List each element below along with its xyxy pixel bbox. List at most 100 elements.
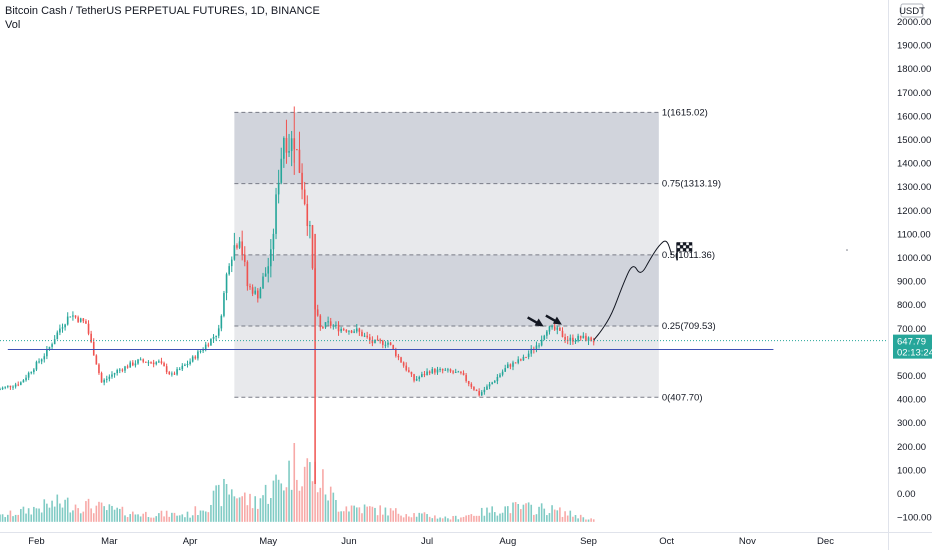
y-tick-label: 0.00 <box>897 489 916 500</box>
flag-square <box>685 242 690 246</box>
volume-bar <box>517 504 520 522</box>
volume-bar <box>439 517 441 522</box>
volume-bar <box>236 498 238 522</box>
x-tick-label: Aug <box>499 536 516 547</box>
volume-bar <box>1 514 4 522</box>
candle-body <box>145 361 147 363</box>
volume-bar <box>85 501 87 522</box>
volume-bar <box>145 511 147 522</box>
candle-body <box>12 386 14 388</box>
fib-zone <box>234 254 659 327</box>
volume-bar <box>199 510 202 522</box>
candle-body <box>363 335 366 337</box>
volume-bar <box>491 506 493 522</box>
price-badge-countdown: 02:13:24 <box>897 348 932 359</box>
volume-bar <box>147 517 150 522</box>
candle-body <box>178 369 181 371</box>
candle-body <box>150 362 152 364</box>
candle-body <box>105 378 108 380</box>
volume-bar <box>441 518 444 522</box>
volume-bar <box>241 496 243 522</box>
volume-bar <box>553 509 556 522</box>
y-tick-label: 1000.00 <box>897 253 931 264</box>
candle-body <box>264 273 267 277</box>
volume-bar <box>155 516 158 522</box>
candle-body <box>506 364 509 369</box>
candle-body <box>556 327 559 330</box>
candle-body <box>428 371 431 374</box>
candle-body <box>171 373 173 375</box>
volume-bar <box>316 492 319 522</box>
candle-body <box>69 316 72 318</box>
candle-body <box>499 374 501 378</box>
candle-body <box>124 366 126 371</box>
volume-bar <box>587 519 590 522</box>
overlay-layer <box>0 240 888 351</box>
candle-body <box>374 339 376 344</box>
candle-body <box>444 369 447 371</box>
candle-body <box>413 374 415 381</box>
candle-body <box>522 356 525 361</box>
candle-body <box>25 377 27 381</box>
x-tick-label: May <box>259 536 277 547</box>
volume-bar <box>176 515 178 522</box>
y-tick-label: 300.00 <box>897 418 926 429</box>
candle-body <box>348 330 350 332</box>
volume-bar <box>184 517 186 522</box>
candle-body <box>493 381 496 383</box>
volume-bar <box>38 508 40 522</box>
volume-bar <box>392 510 395 522</box>
price-badge <box>893 334 932 359</box>
candle-body <box>210 338 212 346</box>
volume-bar <box>306 458 309 522</box>
volume-bar <box>22 506 25 522</box>
volume-bar <box>7 514 9 522</box>
candle-body <box>236 245 238 248</box>
candle-body <box>238 241 241 248</box>
candle-body <box>517 359 520 363</box>
candle-body <box>288 151 290 153</box>
volume-bar <box>395 508 397 522</box>
candle-body <box>473 386 475 390</box>
fib-zone <box>234 326 659 398</box>
volume-bar <box>288 460 290 522</box>
candle-body <box>389 342 392 345</box>
volume-bar <box>462 516 465 522</box>
candle-body <box>35 361 38 370</box>
volume-bar <box>421 513 423 522</box>
stray-dot <box>846 249 848 251</box>
volume-bar <box>457 519 460 522</box>
volume-bar <box>283 490 285 522</box>
volume-bar <box>415 516 418 522</box>
candle-body <box>7 385 9 387</box>
volume-bar <box>296 479 298 522</box>
candle-body <box>501 371 504 375</box>
candle-body <box>33 369 35 373</box>
volume-bar <box>538 506 540 522</box>
volume-bar <box>264 484 267 522</box>
candle-body <box>329 321 332 326</box>
candle-body <box>137 359 139 364</box>
candle-body <box>199 350 202 352</box>
candle-body <box>100 373 103 383</box>
candle-body <box>436 369 439 373</box>
x-tick-label: Sep <box>580 536 597 547</box>
candle-body <box>480 392 483 396</box>
volume-bar <box>337 511 340 522</box>
volume-bar <box>132 511 134 522</box>
volume-bar <box>121 506 124 522</box>
candle-body <box>215 335 217 337</box>
fib-zone <box>234 183 659 255</box>
candle-body <box>475 389 478 392</box>
volume-bar <box>590 518 592 522</box>
candle-body <box>56 332 59 340</box>
x-tick-label: Apr <box>183 536 198 547</box>
volume-bar <box>311 481 314 522</box>
currency-badge[interactable] <box>900 3 924 18</box>
volume-layer <box>0 443 595 522</box>
volume-bar <box>301 486 303 522</box>
candle-body <box>17 384 20 386</box>
candle-body <box>246 261 249 287</box>
flag-square <box>688 242 693 246</box>
